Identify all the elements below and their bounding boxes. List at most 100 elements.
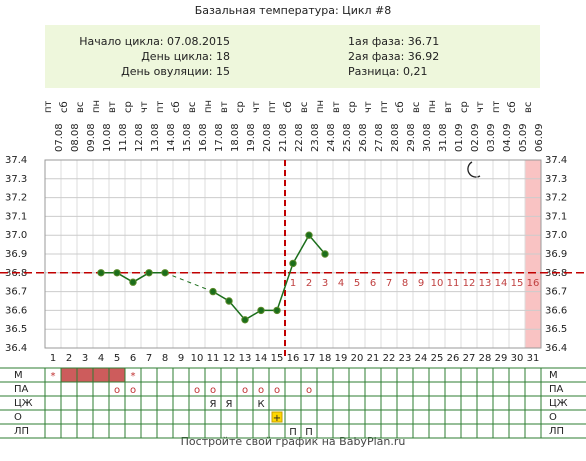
table-cell: Я <box>210 399 217 410</box>
x-tick-label: 1 <box>50 353 56 364</box>
y-tick-label: 37.1 <box>545 211 567 222</box>
row-label: ЦЖ <box>549 398 568 409</box>
date-label: 19.08 <box>246 123 257 152</box>
weekday-label: ср <box>235 101 246 113</box>
table-cell: o <box>258 385 264 396</box>
temperature-point <box>129 278 137 286</box>
x-tick-label: 7 <box>146 353 152 364</box>
luteal-day-label: 6 <box>370 278 376 289</box>
y-tick-label: 36.6 <box>5 305 27 316</box>
row-label: ПА <box>549 384 564 395</box>
table-cell: o <box>130 385 136 396</box>
x-tick-label: 21 <box>367 353 380 364</box>
x-tick-label: 15 <box>271 353 284 364</box>
info-text: День овуляции: 15 <box>121 65 230 78</box>
date-label: 09.08 <box>86 123 97 152</box>
plot-border <box>44 159 542 349</box>
row-label: М <box>549 370 558 381</box>
x-tick-label: 16 <box>287 353 300 364</box>
weekday-label: вс <box>411 102 422 113</box>
date-label: 25.08 <box>342 123 353 152</box>
luteal-day-label: 2 <box>306 278 312 289</box>
table-cell: * <box>51 371 56 382</box>
y-tick-label: 36.9 <box>5 249 27 260</box>
luteal-day-label: 14 <box>495 278 508 289</box>
temperature-point <box>97 269 105 277</box>
luteal-day-label: 12 <box>463 278 476 289</box>
date-label: 10.08 <box>102 123 113 152</box>
weekday-label: чт <box>475 101 486 113</box>
row-label: М <box>14 370 23 381</box>
date-label: 06.09 <box>534 123 545 152</box>
temperature-point <box>145 269 153 277</box>
y-tick-label: 37.3 <box>545 174 567 185</box>
date-label: 31.08 <box>438 123 449 152</box>
x-tick-label: 29 <box>495 353 508 364</box>
chart-title: Базальная температура: Цикл #8 <box>195 4 392 17</box>
date-label: 03.09 <box>486 123 497 152</box>
y-tick-label: 36.6 <box>545 305 567 316</box>
temperature-point <box>257 306 265 315</box>
x-tick-label: 17 <box>303 353 316 364</box>
table-cell: o <box>210 385 216 396</box>
weekday-label: ср <box>347 101 358 113</box>
luteal-day-label: 1 <box>290 278 296 289</box>
date-label: 04.09 <box>502 123 513 152</box>
y-tick-label: 36.4 <box>5 343 27 354</box>
temperature-point <box>305 231 313 239</box>
luteal-day-label: 3 <box>322 278 328 289</box>
x-tick-label: 13 <box>239 353 252 364</box>
date-label: 02.09 <box>470 123 481 152</box>
temperature-point <box>289 259 297 268</box>
weekday-label: вт <box>331 101 342 113</box>
x-tick-label: 20 <box>351 353 364 364</box>
temperature-point <box>209 287 217 296</box>
moon-icon <box>467 161 481 178</box>
date-label: 23.08 <box>310 123 321 152</box>
x-tick-label: 8 <box>162 353 168 364</box>
table-cell: o <box>114 385 120 396</box>
date-label: 15.08 <box>182 123 193 152</box>
info-text: Начало цикла: 07.08.2015 <box>79 35 230 48</box>
luteal-day-label: 13 <box>479 278 492 289</box>
temperature-point <box>113 269 121 277</box>
weekday-label: пн <box>427 100 438 113</box>
table-cell: o <box>274 385 280 396</box>
luteal-day-label: 10 <box>431 278 444 289</box>
weekday-label: пт <box>43 100 54 113</box>
y-tick-label: 37.2 <box>545 193 567 204</box>
x-tick-label: 22 <box>383 353 396 364</box>
weekday-label: вс <box>523 102 534 113</box>
date-label: 21.08 <box>278 123 289 152</box>
weekday-label: вс <box>187 102 198 113</box>
row-label: ЛП <box>14 426 29 437</box>
date-label: 07.08 <box>54 123 65 152</box>
table-cell: o <box>306 385 312 396</box>
weekday-label: ср <box>459 101 470 113</box>
luteal-day-label: 7 <box>386 278 392 289</box>
date-label: 29.08 <box>406 123 417 152</box>
date-label: 08.08 <box>70 123 81 152</box>
x-tick-label: 18 <box>319 353 332 364</box>
date-label: 05.09 <box>518 123 529 152</box>
date-label: 11.08 <box>118 123 129 152</box>
x-tick-label: 26 <box>447 353 460 364</box>
date-label: 22.08 <box>294 123 305 152</box>
y-tick-label: 37.0 <box>545 230 567 241</box>
weekday-label: вт <box>443 101 454 113</box>
weekday-label: ср <box>123 101 134 113</box>
ovulation-cell <box>271 411 283 423</box>
x-tick-label: 27 <box>463 353 476 364</box>
x-tick-label: 4 <box>98 353 104 364</box>
table-cell: * <box>131 371 136 382</box>
weekday-label: пн <box>203 100 214 113</box>
weekday-label: пн <box>91 100 102 113</box>
y-tick-label: 37.2 <box>5 193 27 204</box>
info-text: День цикла: 18 <box>141 50 230 63</box>
weekday-label: чт <box>139 101 150 113</box>
weekday-label: вс <box>75 102 86 113</box>
row-label: О <box>14 412 22 423</box>
date-label: 26.08 <box>358 123 369 152</box>
row-label: О <box>549 412 557 423</box>
weekday-label: сб <box>283 101 294 113</box>
